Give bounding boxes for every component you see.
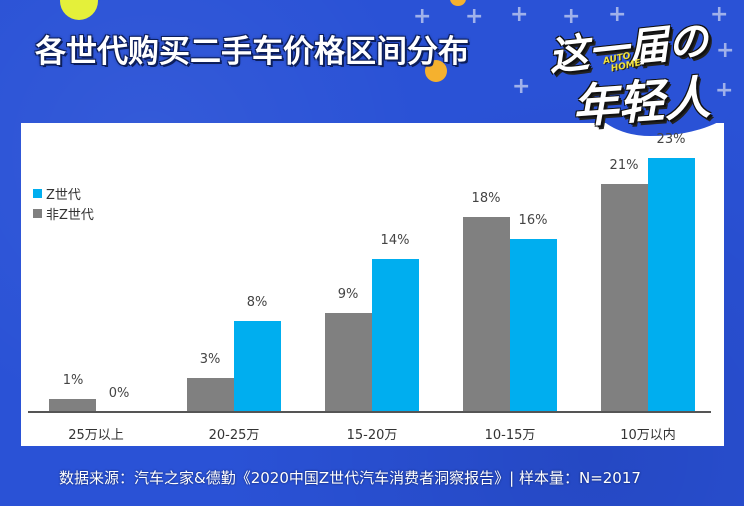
decorative-plus-icon: + (413, 4, 432, 29)
bar-non-z-25plus (49, 399, 96, 412)
value-label-non-z-10-15: 18% (471, 191, 501, 206)
bar-z-20-25 (234, 321, 281, 412)
category-label-15-20: 15-20万 (346, 428, 398, 443)
legend-item-non-z-gen: 非Z世代 (33, 203, 94, 223)
decorative-plus-icon: + (510, 2, 529, 27)
bar-z-under-10 (648, 158, 695, 412)
bar-z-15-20 (372, 259, 419, 412)
category-label-10-15: 10-15万 (484, 428, 536, 443)
decorative-plus-icon: + (608, 2, 627, 27)
value-label-z-25plus: 0% (108, 386, 130, 401)
bar-non-z-20-25 (187, 378, 234, 412)
legend-label-non-z-gen: 非Z世代 (46, 207, 94, 223)
decorative-plus-icon: + (716, 38, 735, 63)
data-source-footer: 数据来源：汽车之家&德勤《2020中国Z世代汽车消费者洞察报告》| 样本量：N=… (59, 469, 641, 487)
decorative-yellow-circle (60, 0, 98, 20)
value-label-non-z-20-25: 3% (199, 352, 221, 367)
value-label-non-z-25plus: 1% (62, 373, 84, 388)
bar-non-z-15-20 (325, 313, 372, 412)
value-label-z-15-20: 14% (380, 233, 410, 248)
legend-swatch-z-gen (33, 188, 42, 198)
series-logo: 这一届の AUTO HOME 年轻人 (546, 16, 728, 134)
bar-non-z-under-10 (601, 184, 648, 412)
value-label-z-10-15: 16% (518, 213, 548, 228)
decorative-plus-icon: + (562, 4, 581, 29)
bar-non-z-10-15 (463, 217, 510, 412)
chart-legend: Z世代 非Z世代 (33, 183, 94, 223)
value-label-non-z-15-20: 9% (337, 287, 359, 302)
chart-title: 各世代购买二手车价格区间分布 (35, 34, 469, 70)
category-label-20-25: 20-25万 (208, 428, 260, 443)
value-label-non-z-under-10: 21% (609, 158, 639, 173)
x-axis-line (28, 411, 711, 413)
legend-item-z-gen: Z世代 (33, 183, 94, 203)
decorative-orange-circle-top (450, 0, 466, 6)
decorative-plus-icon: + (465, 4, 484, 29)
category-label-under-10: 10万以内 (620, 428, 676, 443)
value-label-z-under-10: 23% (656, 132, 686, 147)
bar-z-10-15 (510, 239, 557, 412)
decorative-plus-icon: + (710, 2, 729, 27)
logo-line-2: 年轻人 (570, 70, 712, 134)
decorative-orange-circle (425, 60, 447, 82)
category-label-25plus: 25万以上 (68, 428, 124, 443)
legend-label-z-gen: Z世代 (46, 187, 81, 203)
decorative-plus-icon: + (512, 74, 531, 99)
value-label-z-20-25: 8% (246, 295, 268, 310)
legend-swatch-non-z-gen (33, 208, 42, 218)
